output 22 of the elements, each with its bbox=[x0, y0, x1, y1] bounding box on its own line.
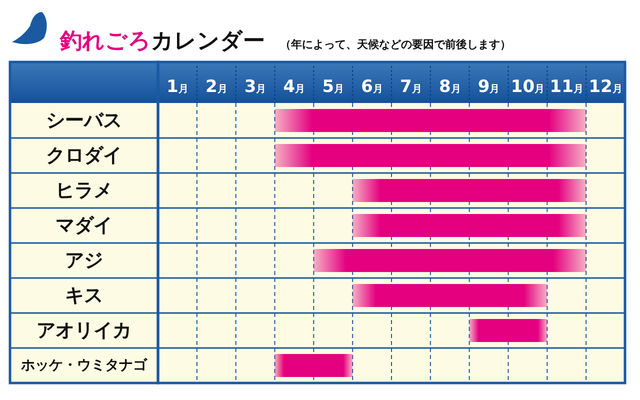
x-tick-label: 1月 bbox=[166, 77, 188, 97]
y-tick-label: キス bbox=[65, 284, 103, 306]
x-tick-label: 5月 bbox=[322, 77, 344, 97]
x-tick-label: 6月 bbox=[361, 77, 383, 97]
chart-title: 釣れごろカレンダー bbox=[59, 29, 265, 54]
chart-subtitle: （年によって、天候などの要因で前後します） bbox=[280, 38, 511, 51]
y-tick-label: アジ bbox=[65, 250, 103, 272]
x-tick-label: 10月 bbox=[510, 77, 545, 97]
x-tick-label: 9月 bbox=[478, 77, 500, 97]
y-tick-label: クロダイ bbox=[46, 144, 122, 166]
y-tick-label: アオリイカ bbox=[36, 320, 132, 342]
y-tick-label: シーバス bbox=[46, 110, 122, 132]
y-tick-label: マダイ bbox=[56, 214, 112, 236]
x-tick-label: 3月 bbox=[244, 77, 266, 97]
x-tick-label: 4月 bbox=[283, 77, 306, 97]
x-tick-label: 7月 bbox=[400, 77, 422, 97]
y-tick-label: ヒラメ bbox=[56, 180, 112, 202]
x-tick-label: 11月 bbox=[550, 77, 584, 97]
x-tick-label: 12月 bbox=[588, 77, 622, 97]
y-tick-label: ホッケ・ウミタナゴ bbox=[20, 358, 148, 374]
x-tick-label: 2月 bbox=[205, 77, 228, 97]
x-tick-label: 8月 bbox=[438, 77, 461, 97]
